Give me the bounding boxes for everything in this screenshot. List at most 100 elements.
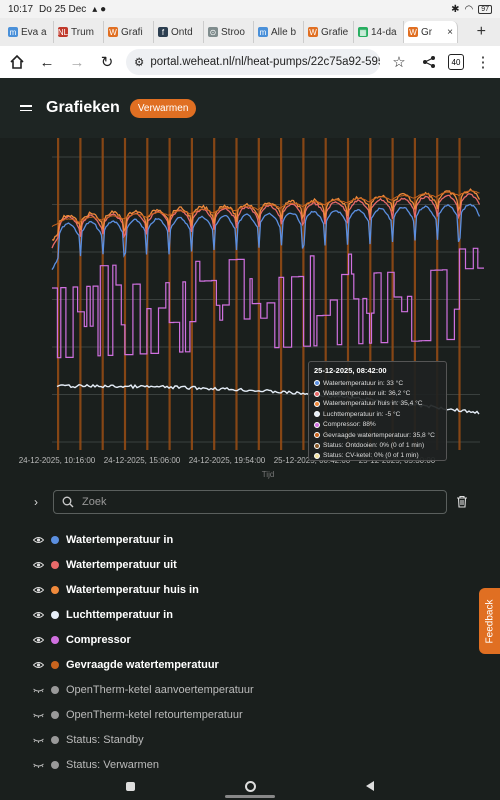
tab-label: Grafi [121, 26, 143, 38]
tab-label: Stroo [221, 26, 245, 38]
expand-chevron-icon[interactable]: › [34, 495, 38, 509]
tooltip-dot [314, 442, 320, 449]
tab-favicon-icon: W [108, 27, 118, 37]
status-bar-mark [101, 138, 104, 450]
legend-item[interactable]: Watertemperatuur uit [0, 552, 500, 577]
legend-item[interactable]: Compressor [0, 627, 500, 652]
status-bar-mark [146, 138, 149, 450]
legend-color-dot [51, 735, 59, 744]
legend-color-dot [51, 610, 59, 619]
legend-item[interactable]: Status: Standby [0, 727, 500, 752]
legend-item[interactable]: Watertemperatuur huis in [0, 577, 500, 602]
reload-icon[interactable]: ↻ [100, 54, 114, 71]
eye-closed-icon[interactable] [33, 736, 44, 744]
eye-closed-icon[interactable] [33, 711, 44, 719]
tab-favicon-icon: W [308, 27, 318, 37]
chart-svg[interactable]: 24-12-2025, 10:16:00 24-12-2025, 15:06:00… [0, 138, 500, 483]
home-indicator [225, 795, 275, 798]
eye-icon[interactable] [33, 611, 44, 619]
browser-tab[interactable]: m Eva a [4, 21, 54, 43]
browser-tab[interactable]: ⊙ Stroo [204, 21, 254, 43]
tooltip-row: Watertemperatuur in: 33 °C [314, 378, 441, 388]
tooltip-dot [314, 421, 320, 428]
tooltip-text: Watertemperatuur uit: 36,2 °C [323, 390, 411, 398]
series-compressor-line [52, 247, 484, 359]
legend-item[interactable]: Watertemperatuur in [0, 527, 500, 552]
forward-icon[interactable]: → [69, 53, 85, 71]
legend-item[interactable]: OpenTherm-ketel aanvoertemperatuur [0, 677, 500, 702]
legend-item[interactable]: OpenTherm-ketel retourtemperatuur [0, 702, 500, 727]
feedback-button[interactable]: Feedback [479, 588, 500, 654]
eye-icon[interactable] [33, 636, 44, 644]
tooltip-dot [314, 432, 320, 439]
eye-icon[interactable] [33, 586, 44, 594]
browser-tab[interactable]: NL Trum [54, 21, 104, 43]
browser-tab[interactable]: W Gr × [404, 21, 458, 43]
status-bar-mark [257, 138, 260, 450]
legend-label: Watertemperatuur uit [66, 558, 177, 571]
tab-favicon-icon: m [258, 27, 268, 37]
home-button-icon[interactable] [245, 780, 256, 792]
site-info-icon[interactable]: ⚙ [134, 57, 145, 69]
notification-icon: ▴ ● [92, 3, 107, 15]
status-bar-mark [280, 138, 283, 450]
chart[interactable]: 24-12-2025, 10:16:00 24-12-2025, 15:06:00… [0, 138, 500, 483]
tab-label: 14-da [371, 26, 397, 38]
legend-label: Watertemperatuur in [66, 533, 174, 546]
back-icon[interactable]: ← [39, 53, 55, 71]
tab-favicon-icon: ⊙ [208, 27, 218, 37]
tab-label: Gr [421, 26, 433, 38]
search-row: › [0, 490, 500, 516]
hamburger-icon[interactable] [20, 105, 32, 111]
new-tab-button[interactable]: + [476, 23, 486, 40]
bluetooth-icon: ✱ [451, 3, 460, 15]
status-bar-mark [436, 138, 439, 450]
legend-item[interactable]: Status: Verwarmen [0, 752, 500, 777]
tooltip-row: Status: CV-ketel: 0% (0 of 1 min) [314, 451, 441, 461]
legend-color-dot [51, 660, 59, 669]
menu-icon[interactable]: ⋮ [475, 54, 491, 71]
browser-tab[interactable]: W Grafi [104, 21, 154, 43]
eye-icon[interactable] [33, 561, 44, 569]
tooltip-dot [314, 400, 320, 407]
tab-favicon-icon: m [8, 27, 18, 37]
eye-closed-icon[interactable] [33, 761, 44, 769]
browser-tab[interactable]: f Ontd [154, 21, 204, 43]
legend-color-dot [51, 635, 59, 644]
status-bar-mark [391, 138, 394, 450]
legend-label: Compressor [66, 633, 131, 646]
x-tick-label: 24-12-2025, 10:16:00 [19, 456, 96, 465]
share-icon[interactable] [418, 51, 440, 73]
browser-tab[interactable]: m Alle b [254, 21, 304, 43]
tooltip-text: Status: Ontdooien: 0% (0 of 1 min) [323, 442, 425, 450]
eye-icon[interactable] [33, 661, 44, 669]
eye-closed-icon[interactable] [33, 686, 44, 694]
url-field[interactable]: ⚙ portal.weheat.nl/nl/heat-pumps/22c75a9… [126, 49, 380, 75]
search-icon [62, 496, 74, 508]
status-bar-mark [213, 138, 216, 450]
tab-favicon-icon: NL [57, 27, 69, 37]
eye-icon[interactable] [33, 536, 44, 544]
close-tab-icon[interactable]: × [447, 26, 453, 38]
legend-item[interactable]: Luchttemperatuur in [0, 602, 500, 627]
tab-count-button[interactable]: 40 [448, 54, 464, 70]
legend-label: Watertemperatuur huis in [66, 583, 199, 596]
tab-label: Grafie [321, 26, 349, 38]
legend-color-dot [51, 560, 59, 569]
search-input[interactable] [82, 496, 438, 508]
tab-label: Alle b [271, 26, 297, 38]
trash-icon[interactable] [456, 495, 468, 508]
home-icon[interactable] [6, 51, 28, 73]
status-date: Do 25 Dec [39, 3, 87, 15]
tooltip-row: Watertemperatuur huis in: 35,4 °C [314, 399, 441, 409]
tooltip-row: Status: Ontdooien: 0% (0 of 1 min) [314, 440, 441, 450]
bookmark-icon[interactable]: ☆ [392, 54, 406, 71]
back-nav-icon[interactable] [366, 781, 374, 791]
legend-label: OpenTherm-ketel aanvoertemperatuur [66, 683, 254, 696]
status-bar-mark [190, 138, 193, 450]
legend-item[interactable]: Gevraagde watertemperatuur [0, 652, 500, 677]
browser-tab[interactable]: W Grafie [304, 21, 354, 43]
browser-tab[interactable]: ▦ 14-da [354, 21, 404, 43]
recents-icon[interactable] [126, 781, 135, 791]
tooltip-dot [314, 380, 320, 387]
